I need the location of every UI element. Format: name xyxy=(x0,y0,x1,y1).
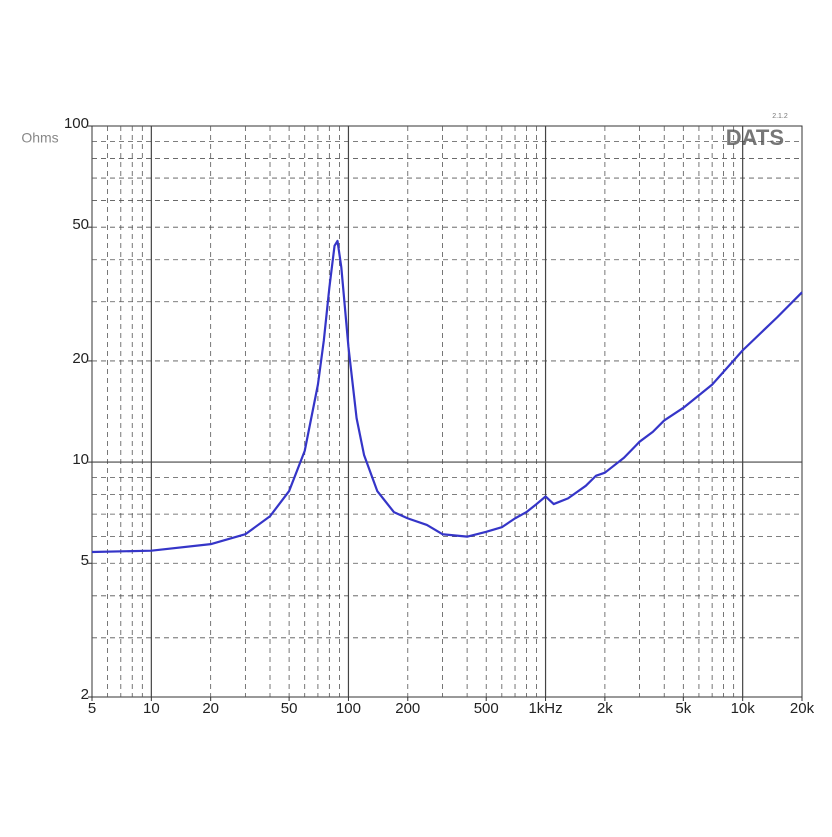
x-tick-label: 50 xyxy=(281,700,298,717)
version: 2.1.2 xyxy=(772,113,788,120)
y-tick-label: 20 xyxy=(72,350,89,367)
plot-frame xyxy=(91,125,803,698)
x-tick-label: 10 xyxy=(143,700,160,717)
y-tick-label: 10 xyxy=(72,451,89,468)
x-tick-label: 500 xyxy=(474,700,499,717)
x-tick-label: 20k xyxy=(790,700,815,717)
y-tick-label: 50 xyxy=(72,216,89,233)
x-tick-label: 100 xyxy=(336,700,361,717)
x-tick-label: 5k xyxy=(675,700,691,717)
x-tick-label: 10k xyxy=(731,700,756,717)
watermark: DATS xyxy=(726,125,784,150)
x-tick-label: 20 xyxy=(202,700,219,717)
x-tick-label: 5 xyxy=(88,700,96,717)
x-tick-label: 1kHz xyxy=(528,700,562,717)
y-tick-label: 2 xyxy=(81,686,89,703)
y-tick-label: 5 xyxy=(81,552,89,569)
y-axis-label: Ohms xyxy=(21,130,58,146)
y-tick-label: 100 xyxy=(64,115,89,132)
impedance-curve xyxy=(91,239,803,554)
x-tick-label: 200 xyxy=(395,700,420,717)
x-tick-label: 2k xyxy=(597,700,613,717)
